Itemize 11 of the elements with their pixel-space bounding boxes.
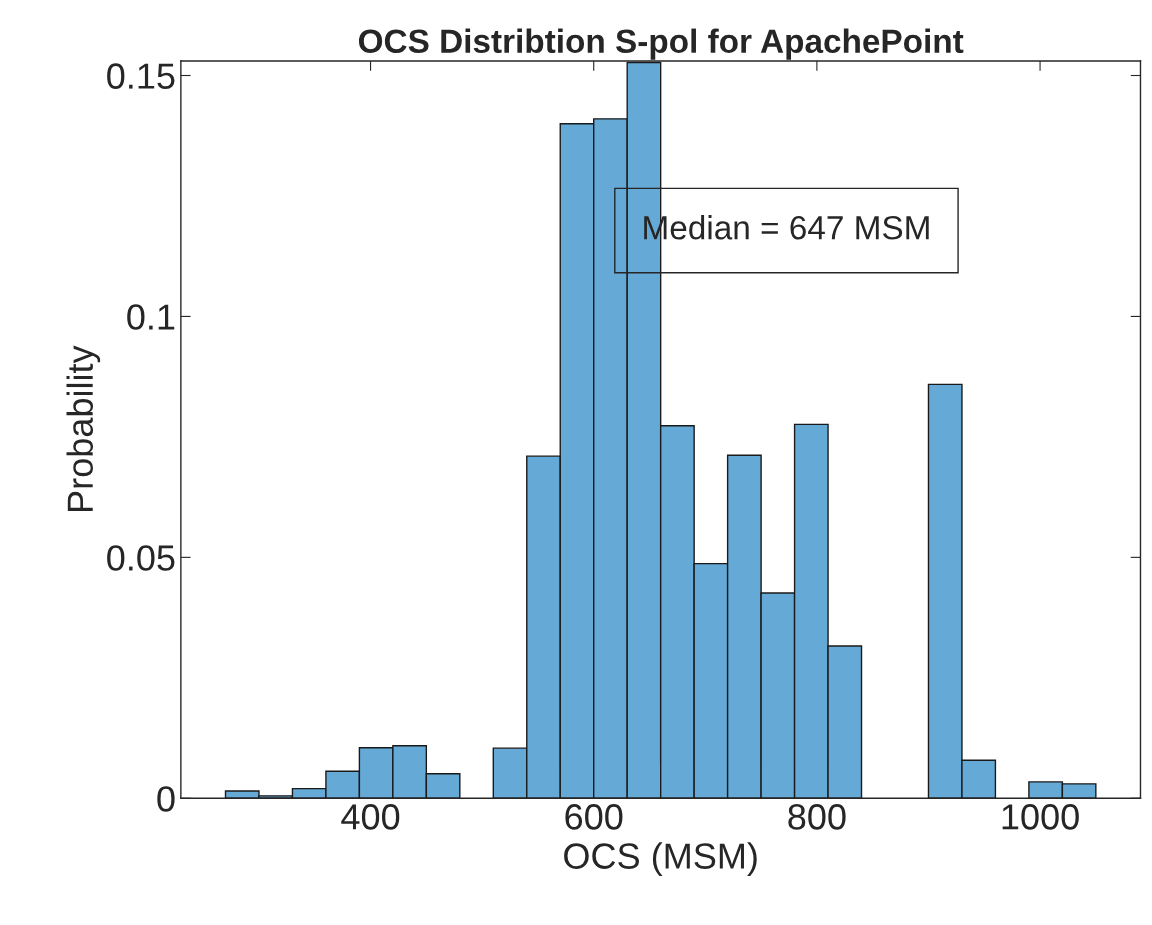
y-tick-label: 0.15	[107, 63, 175, 89]
x-axis-title: OCS (MSM)	[564, 842, 757, 876]
x-tick-label: 600	[565, 804, 623, 830]
x-tick-label: 1000	[1002, 804, 1079, 830]
y-tick-label: 0.05	[107, 545, 175, 571]
y-tick-label: 0.1	[127, 304, 175, 330]
y-axis-title: Probability	[66, 345, 101, 511]
chart-title: OCS Distribtion S-pol for ApachePoint	[358, 28, 964, 60]
y-tick-label: 0	[157, 786, 175, 812]
x-tick-label: 400	[341, 804, 400, 830]
x-tick-label: 800	[788, 804, 846, 830]
